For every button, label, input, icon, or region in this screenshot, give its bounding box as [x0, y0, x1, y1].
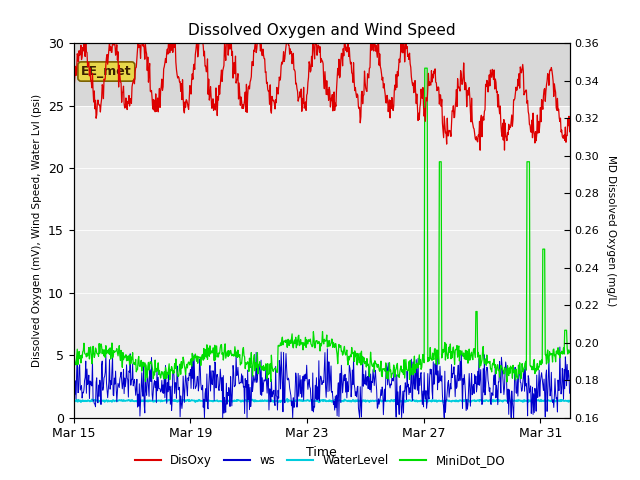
Bar [74, 106, 570, 355]
Bar [74, 37, 570, 106]
Title: Dissolved Oxygen and Wind Speed: Dissolved Oxygen and Wind Speed [188, 23, 456, 38]
Y-axis label: Dissolved Oxygen (mV), Wind Speed, Water Lvl (psi): Dissolved Oxygen (mV), Wind Speed, Water… [33, 94, 42, 367]
Y-axis label: MD Dissolved Oxygen (mg/L): MD Dissolved Oxygen (mg/L) [606, 155, 616, 306]
Text: EE_met: EE_met [81, 65, 132, 78]
X-axis label: Time: Time [306, 446, 337, 459]
Bar [74, 355, 570, 418]
Legend: DisOxy, ws, WaterLevel, MiniDot_DO: DisOxy, ws, WaterLevel, MiniDot_DO [130, 449, 510, 472]
